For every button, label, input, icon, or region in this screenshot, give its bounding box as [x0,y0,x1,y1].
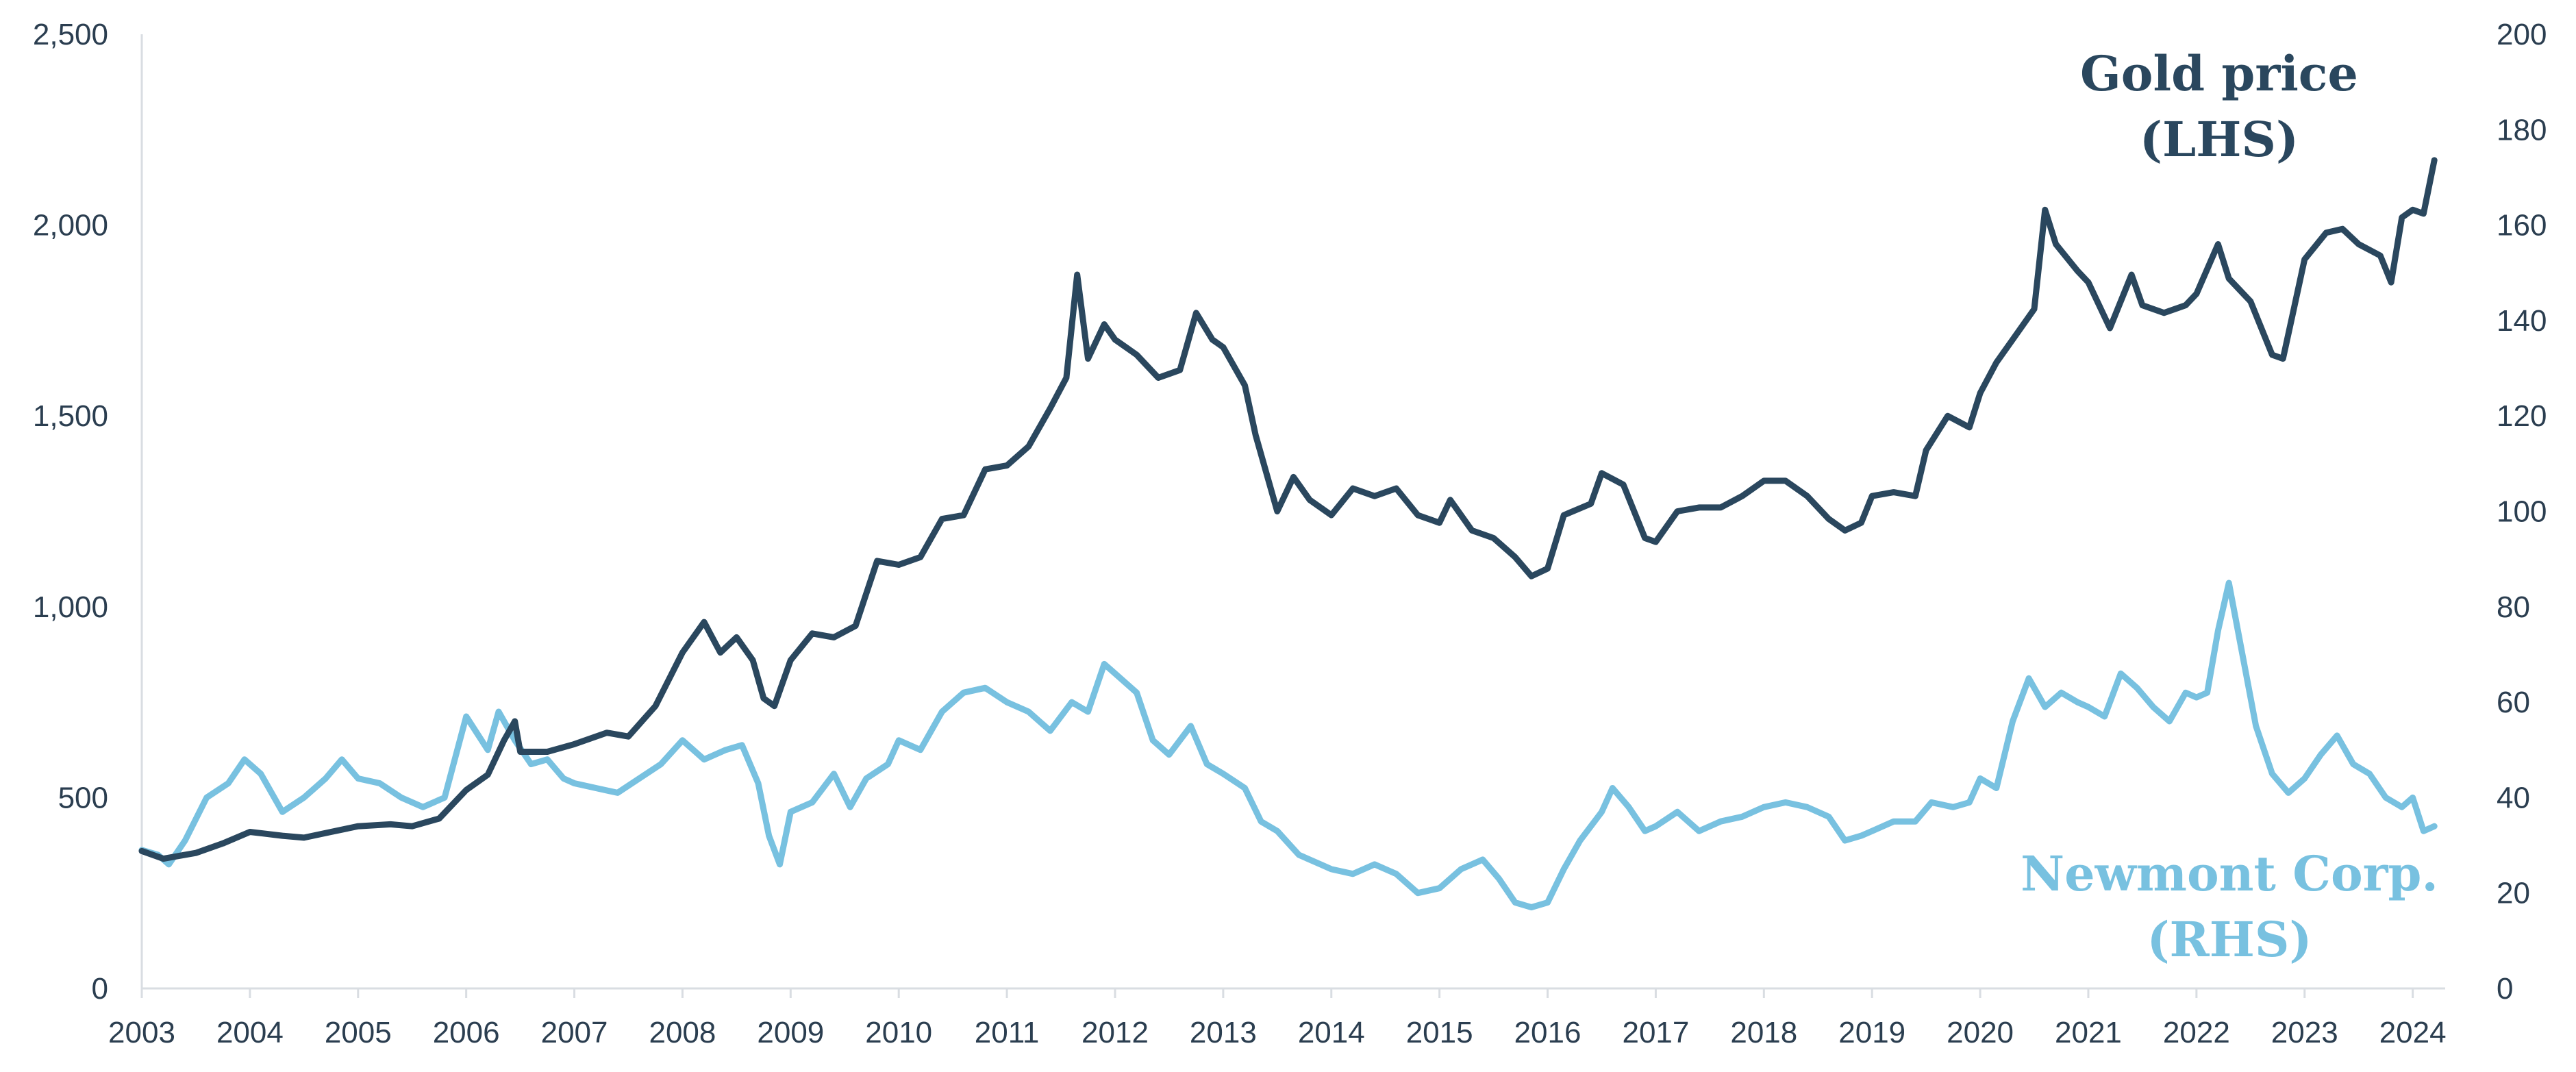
x-tick-label: 2004 [216,1016,284,1049]
right-axis-ticks: 0 20 40 60 80 100 120 140 160 180 200 [2497,18,2547,1006]
x-tick-label: 2006 [433,1016,500,1049]
x-tick-label: 2024 [2379,1016,2447,1049]
x-tick-label: 2014 [1298,1016,1365,1049]
x-tick-label: 2005 [325,1016,392,1049]
series-labels: Gold price (LHS) Newmont Corp. (RHS) [2021,45,2438,968]
left-tick-label: 2,500 [33,18,108,51]
x-tick-label: 2013 [1190,1016,1257,1049]
x-tick-label: 2003 [108,1016,175,1049]
x-tick-label: 2017 [1622,1016,1689,1049]
right-tick-label: 20 [2497,877,2530,910]
right-tick-label: 40 [2497,781,2530,814]
right-tick-label: 100 [2497,495,2547,529]
gold-price-label: (LHS) [2140,111,2299,168]
x-tick-label: 2007 [541,1016,608,1049]
x-tick-label: 2011 [975,1016,1040,1049]
gold-price-line [138,157,2438,862]
x-tick-label: 2015 [1406,1016,1473,1049]
right-tick-label: 80 [2497,590,2530,624]
x-tick-label: 2021 [2055,1016,2122,1049]
newmont-label: Newmont Corp. [2021,845,2438,902]
x-tick-label: 2023 [2271,1016,2338,1049]
right-tick-label: 200 [2497,18,2547,51]
x-tick-label: 2009 [757,1016,824,1049]
x-tick-label: 2008 [649,1016,716,1049]
right-tick-label: 60 [2497,686,2530,719]
x-tick-label: 2010 [865,1016,932,1049]
right-tick-label: 0 [2497,972,2513,1006]
left-tick-label: 2,000 [33,209,108,242]
left-axis-ticks: 0 500 1,000 1,500 2,000 2,500 [33,18,108,1006]
right-tick-label: 180 [2497,113,2547,147]
left-tick-label: 0 [92,972,108,1006]
series-layer [138,157,2438,911]
right-tick-label: 120 [2497,399,2547,433]
x-tick-label: 2016 [1514,1016,1581,1049]
newmont-line [138,579,2438,911]
left-tick-label: 1,000 [33,590,108,624]
left-tick-label: 1,500 [33,399,108,433]
x-tick-label: 2020 [1947,1016,2014,1049]
x-tick-label: 2022 [2163,1016,2230,1049]
right-tick-label: 160 [2497,209,2547,242]
x-tick-label: 2019 [1838,1016,1905,1049]
x-axis-ticks: 2003 2004 2005 2006 2007 2008 2009 2010 2011 2012… [108,988,2447,1049]
right-tick-label: 140 [2497,304,2547,338]
left-tick-label: 500 [58,781,108,814]
x-tick-label: 2018 [1730,1016,1797,1049]
newmont-label: (RHS) [2147,911,2312,968]
gold-price-label: Gold price [2080,45,2358,102]
x-tick-label: 2012 [1081,1016,1149,1049]
